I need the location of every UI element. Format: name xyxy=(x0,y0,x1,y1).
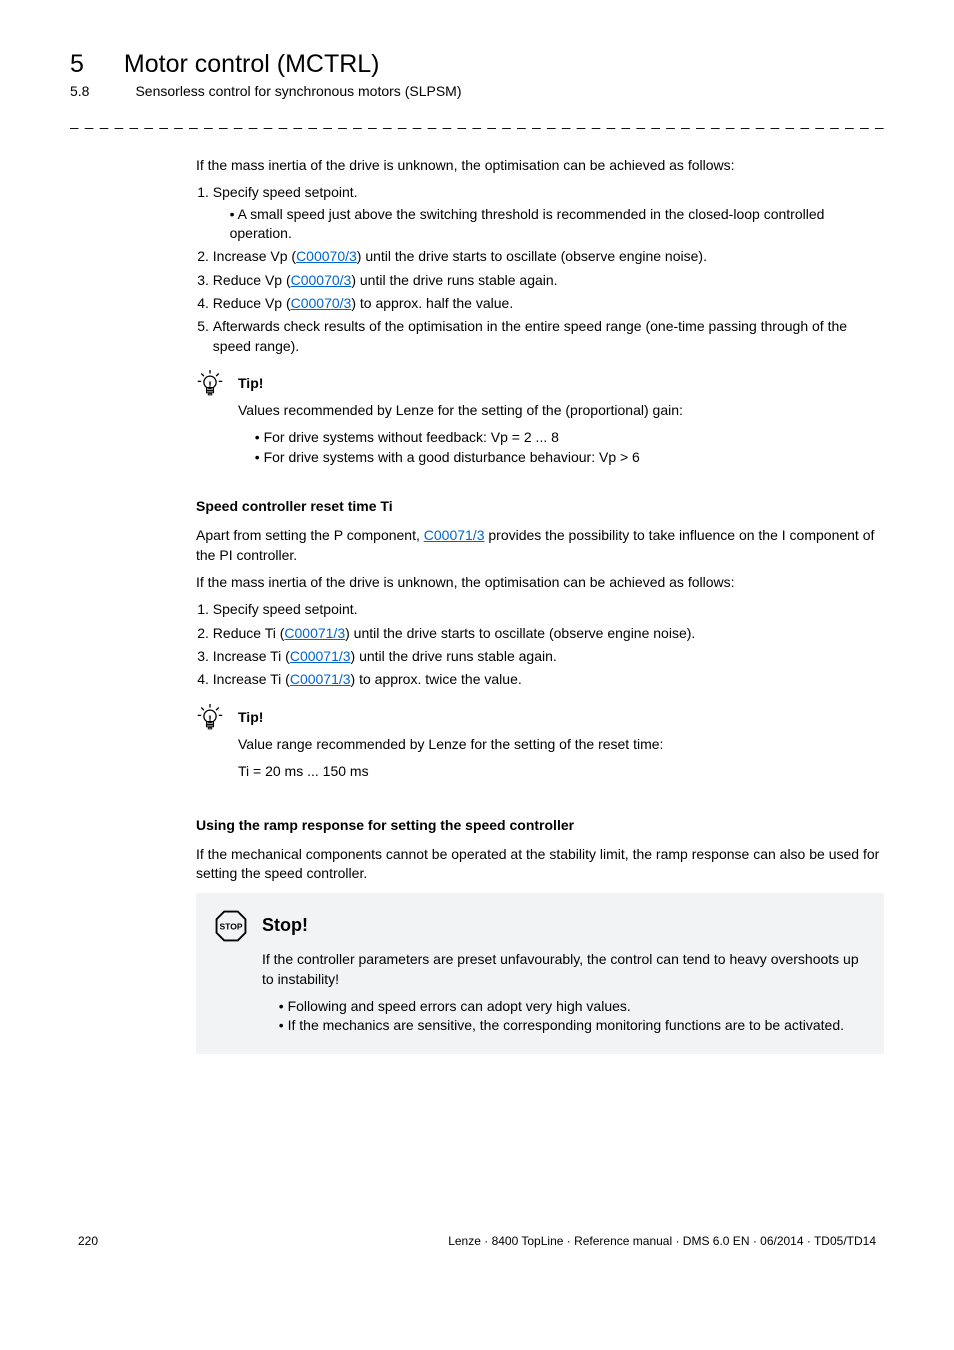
stop-bullet: If the mechanics are sensitive, the corr… xyxy=(279,1016,866,1035)
tip-block: Tip! Value range recommended by Lenze fo… xyxy=(196,704,884,790)
list-item: Afterwards check results of the optimisa… xyxy=(213,317,884,356)
list-item: Reduce Vp (C00070/3) until the drive run… xyxy=(213,271,884,290)
list-item: Increase Ti (C00071/3) until the drive r… xyxy=(213,647,884,666)
step-text: Increase Vp ( xyxy=(213,248,296,264)
page-footer: 220 Lenze · 8400 TopLine · Reference man… xyxy=(70,1234,884,1248)
list-item: Increase Vp (C00070/3) until the drive s… xyxy=(213,247,884,266)
code-link[interactable]: C00071/3 xyxy=(290,671,351,687)
page-header: 5 Motor control (MCTRL) 5.8 Sensorless c… xyxy=(70,50,884,99)
text: Apart from setting the P component, xyxy=(196,527,424,543)
code-link[interactable]: C00071/3 xyxy=(290,648,351,664)
list-sub-item: A small speed just above the switching t… xyxy=(230,205,884,244)
section-number: 5.8 xyxy=(70,83,89,99)
stop-bullet: Following and speed errors can adopt ver… xyxy=(279,997,866,1016)
step-text: Reduce Ti ( xyxy=(213,625,285,641)
paragraph: If the mass inertia of the drive is unkn… xyxy=(196,573,884,592)
tip-text: Values recommended by Lenze for the sett… xyxy=(238,401,884,420)
code-link[interactable]: C00070/3 xyxy=(291,295,352,311)
chapter-title: Motor control (MCTRL) xyxy=(124,50,380,79)
paragraph: Apart from setting the P component, C000… xyxy=(196,526,884,565)
stop-label: Stop! xyxy=(262,913,866,938)
lightbulb-icon xyxy=(196,370,224,398)
page-number: 220 xyxy=(78,1234,98,1248)
tip-bullet: For drive systems with a good disturbanc… xyxy=(255,448,884,467)
step-text: ) until the drive runs stable again. xyxy=(351,648,557,664)
subheading: Speed controller reset time Ti xyxy=(196,497,884,516)
list-item: Specify speed setpoint. xyxy=(213,600,884,619)
step-text: ) to approx. half the value. xyxy=(351,295,513,311)
stop-block: STOP Stop! If the controller parameters … xyxy=(196,893,884,1053)
tip-bullet: For drive systems without feedback: Vp =… xyxy=(255,428,884,447)
tip-text: Value range recommended by Lenze for the… xyxy=(238,735,884,754)
step-text: Increase Ti ( xyxy=(213,648,290,664)
step-text: ) until the drive runs stable again. xyxy=(351,272,557,288)
code-link[interactable]: C00071/3 xyxy=(424,527,485,543)
intro-paragraph: If the mass inertia of the drive is unkn… xyxy=(196,156,884,175)
step-text: ) to approx. twice the value. xyxy=(351,671,522,687)
code-link[interactable]: C00071/3 xyxy=(284,625,345,641)
svg-text:STOP: STOP xyxy=(220,922,243,932)
step-text: Reduce Vp ( xyxy=(213,295,291,311)
stop-text: If the controller parameters are preset … xyxy=(262,950,866,989)
chapter-number: 5 xyxy=(70,50,84,79)
list-item: Reduce Ti (C00071/3) until the drive sta… xyxy=(213,624,884,643)
list-item: Increase Ti (C00071/3) to approx. twice … xyxy=(213,670,884,689)
subheading: Using the ramp response for setting the … xyxy=(196,816,884,835)
step-text: Increase Ti ( xyxy=(213,671,290,687)
step-text: ) until the drive starts to oscillate (o… xyxy=(357,248,707,264)
footer-info: Lenze · 8400 TopLine · Reference manual … xyxy=(448,1234,876,1248)
stop-icon: STOP xyxy=(214,909,248,943)
tip-text: Ti = 20 ms ... 150 ms xyxy=(238,762,884,781)
tip-label: Tip! xyxy=(238,374,884,393)
tip-label: Tip! xyxy=(238,708,884,727)
step-text: Specify speed setpoint. xyxy=(213,184,358,200)
step-text: ) until the drive starts to oscillate (o… xyxy=(345,625,695,641)
lightbulb-icon xyxy=(196,704,224,732)
section-title: Sensorless control for synchronous motor… xyxy=(135,83,461,99)
paragraph: If the mechanical components cannot be o… xyxy=(196,845,884,884)
list-item: Specify speed setpoint. A small speed ju… xyxy=(213,183,884,243)
reset-steps: Specify speed setpoint. Reduce Ti (C0007… xyxy=(196,600,884,689)
list-item: Reduce Vp (C00070/3) to approx. half the… xyxy=(213,294,884,313)
intro-steps: Specify speed setpoint. A small speed ju… xyxy=(196,183,884,356)
code-link[interactable]: C00070/3 xyxy=(296,248,357,264)
code-link[interactable]: C00070/3 xyxy=(291,272,352,288)
tip-block: Tip! Values recommended by Lenze for the… xyxy=(196,370,884,471)
separator: _ _ _ _ _ _ _ _ _ _ _ _ _ _ _ _ _ _ _ _ … xyxy=(70,113,884,130)
step-text: Reduce Vp ( xyxy=(213,272,291,288)
